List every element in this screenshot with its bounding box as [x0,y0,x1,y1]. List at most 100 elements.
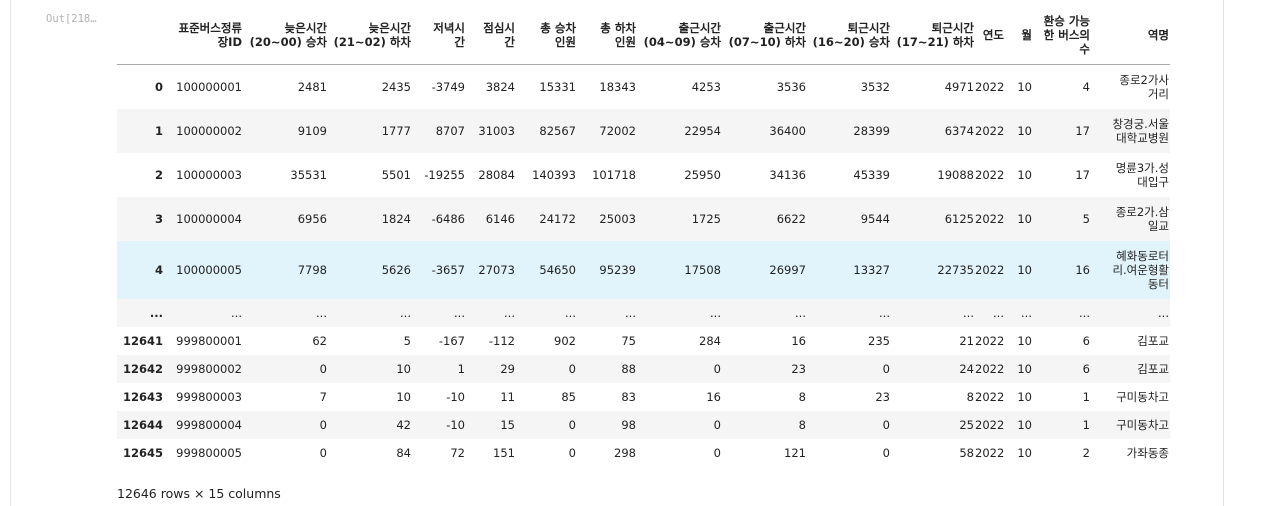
table-cell: ... [795,305,806,320]
station-name-cell: 종로2가.삼 일교 [1091,197,1170,241]
column-header-line: 표준버스정류 [178,21,242,35]
table-cell: 6 [1082,361,1090,376]
column-header-line: 수 [1079,42,1090,56]
table-cell: 999800004 [176,417,242,432]
table-cell: -19255 [424,167,465,182]
dataframe-table: 표준버스정류 장ID 늦은시간 (20~00) 승차 늦은시간 (21~02) 하차 저녁시… [117,6,1170,467]
row-index: ... [149,305,163,320]
table-cell: 98 [621,417,636,432]
table-cell: 22735 [937,262,974,277]
table-cell: 2022 [975,123,1005,138]
table-cell: 6622 [776,211,806,226]
table-cell: 42 [396,417,411,432]
table-cell: 0 [713,417,721,432]
station-name-cell: 구미동차고 [1091,411,1170,439]
table-cell: 10 [1017,389,1032,404]
station-name-cell: 혜화동로터 리.여운형활 동터 [1091,241,1170,299]
column-header-line: (17~21) 하차 [896,35,974,49]
table-cell: 0 [568,361,576,376]
station-name-line: 창경궁.서울 [1112,116,1169,131]
table-cell: 88 [621,361,636,376]
table-cell: 84 [396,445,411,460]
column-header-line: 간 [504,35,515,49]
table-cell: 36400 [769,123,806,138]
table-cell: 25 [959,417,974,432]
table-row: 3 100000004 6956 1824 -6486 6146 24172 25003 172… [117,196,1170,241]
table-cell: 58 [959,445,974,460]
station-name-line: 김포교 [1137,361,1169,376]
table-cell: 24 [959,361,974,376]
table-cell: 10 [1017,79,1032,94]
table-cell: 3532 [860,79,890,94]
column-header: 출근시간 (07~10) 하차 [722,6,807,65]
table-cell: ... [963,305,974,320]
output-prompt: Out[218… [46,13,97,25]
column-header: 총 하차 인원 [577,6,637,65]
table-cell: 0 [882,417,890,432]
table-cell: 9544 [860,211,890,226]
table-row: ........................................… [117,298,1170,327]
table-cell: 10 [1017,417,1032,432]
column-header-line: 간 [454,35,465,49]
column-header: 표준버스정류 장ID [167,6,243,65]
column-header: 저녁시 간 [412,6,466,65]
table-cell: 0 [713,361,721,376]
table-cell: ... [400,305,411,320]
table-cell: 6146 [485,211,515,226]
column-header: 퇴근시간 (16~20) 승차 [807,6,891,65]
table-cell: 298 [614,445,636,460]
table-cell: 0 [319,417,327,432]
row-index: 0 [154,79,163,94]
row-index: 3 [154,211,163,226]
column-header-line: 환승 가능 [1043,14,1090,28]
table-row: 4 100000005 7798 5626 -3657 27073 54650 95239 17… [117,240,1170,299]
table-cell: 25950 [684,167,721,182]
station-name-cell: 김포교 [1091,355,1170,383]
table-cell: 28399 [853,123,890,138]
table-cell: 2022 [975,211,1005,226]
station-name-line: 구미동차고 [1116,389,1169,404]
table-cell: 9109 [297,123,327,138]
table-cell: 0 [568,417,576,432]
table-cell: 999800003 [176,389,242,404]
table-cell: 23 [791,361,806,376]
table-cell: -167 [438,333,465,348]
table-cell: 8 [798,417,806,432]
table-cell: 2022 [975,262,1005,277]
table-cell: 10 [1017,211,1032,226]
table-cell: ... [504,305,515,320]
column-header-line: 퇴근시간 [847,21,890,35]
table-cell: 15331 [539,79,576,94]
row-index: 12645 [122,445,163,460]
table-cell: 6 [1082,333,1090,348]
table-cell: 10 [1017,262,1032,277]
table-cell: 10 [1017,333,1032,348]
table-cell: 1824 [381,211,411,226]
table-cell: 17 [1075,123,1090,138]
column-header-line: 총 승차 [540,21,576,35]
table-cell: 82567 [539,123,576,138]
table-cell: 27073 [478,262,515,277]
table-row: 2 100000003 35531 5501 -19255 28084 140393 1017… [117,152,1170,197]
table-cell: 72 [450,445,465,460]
dataframe-shape-summary: 12646 rows × 15 columns [117,486,281,501]
table-cell: 85 [561,389,576,404]
table-row: 0 100000001 2481 2435 -3749 3824 15331 18343 425… [117,64,1170,109]
station-name-line: 대입구 [1137,174,1169,189]
table-cell: -112 [488,333,515,348]
column-header-line: 인원 [614,35,636,49]
table-cell: 284 [699,333,721,348]
table-cell: 1 [457,361,465,376]
station-name-cell: 명륜3가.성 대입구 [1091,153,1170,197]
station-name-cell: 종로2가사 거리 [1091,65,1170,109]
table-cell: 1777 [381,123,411,138]
table-cell: 999800002 [176,361,242,376]
table-cell: 29 [500,361,515,376]
table-cell: 17 [1075,167,1090,182]
table-cell: 25003 [599,211,636,226]
table-cell: 100000003 [176,167,242,182]
table-cell: 7798 [297,262,327,277]
table-cell: 2022 [975,445,1005,460]
table-cell: 0 [882,361,890,376]
table-row: 12643 999800003 7 10 -10 11 85 83 16 8 23 8 2022 10 1 구… [117,382,1170,411]
